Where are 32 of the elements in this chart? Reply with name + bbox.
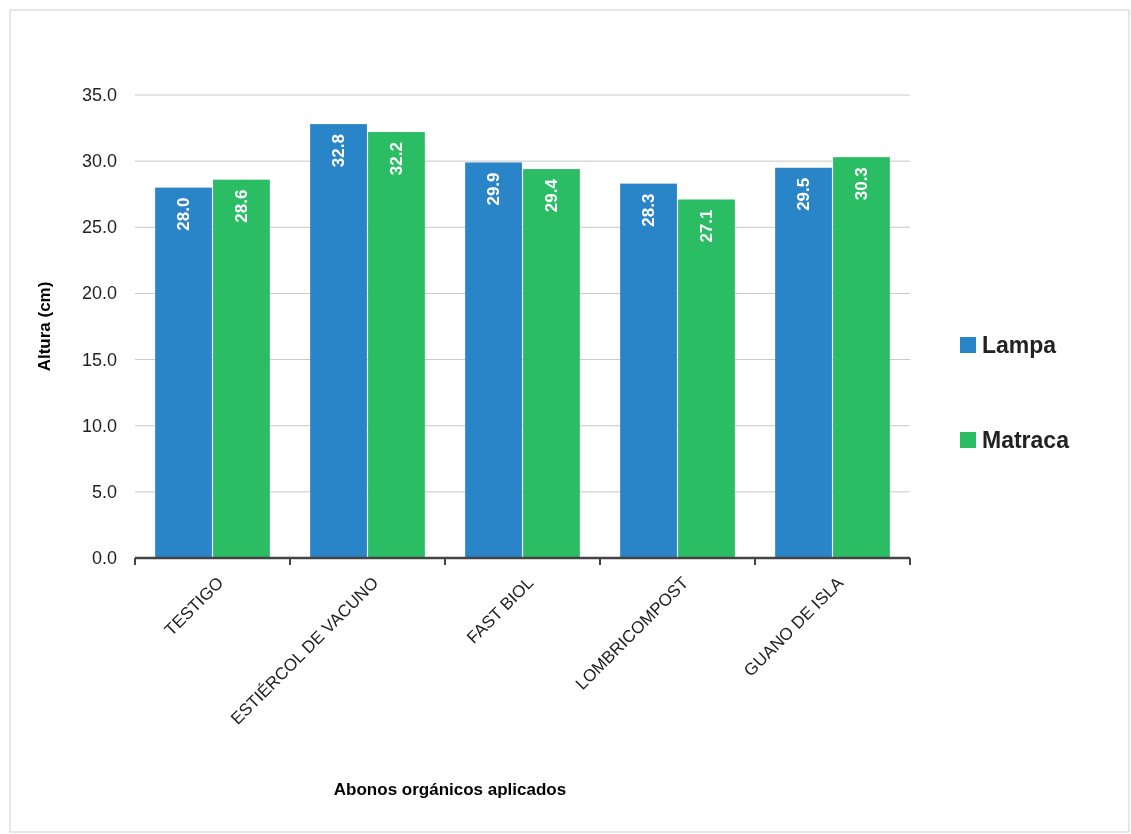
- y-tick-label: 35.0: [81, 85, 117, 105]
- bar: [523, 169, 580, 558]
- x-axis-title: Abonos orgánicos aplicados: [333, 780, 567, 799]
- bar: [155, 187, 212, 558]
- bar: [678, 199, 735, 558]
- y-axis-title: Altura (cm): [35, 281, 54, 372]
- bar: [213, 179, 270, 558]
- data-label: 28.0: [174, 197, 194, 231]
- y-tick-label: 10.0: [81, 415, 117, 436]
- bar: [465, 162, 522, 558]
- y-tick-label: 5.0: [91, 481, 117, 502]
- bar: [310, 124, 367, 558]
- legend-label: Matraca: [982, 427, 1070, 453]
- y-tick-label: 25.0: [81, 217, 117, 238]
- bar: [368, 132, 425, 558]
- data-label: 28.3: [639, 193, 659, 227]
- data-label: 32.8: [329, 134, 349, 168]
- bar: [775, 167, 832, 558]
- y-tick-label: 0.0: [91, 548, 117, 568]
- data-label: 29.9: [484, 172, 504, 206]
- bar: [620, 183, 677, 558]
- data-label: 32.2: [386, 142, 406, 176]
- y-tick-label: 30.0: [81, 151, 117, 172]
- data-label: 27.1: [696, 209, 716, 243]
- y-tick-label: 15.0: [81, 349, 117, 370]
- data-label: 29.4: [541, 178, 561, 213]
- y-tick-label: 20.0: [81, 283, 117, 304]
- bar: [833, 157, 890, 558]
- data-label: 28.6: [231, 189, 251, 223]
- legend-label: Lampa: [982, 332, 1057, 358]
- data-label: 30.3: [851, 167, 871, 201]
- data-label: 29.5: [794, 177, 814, 211]
